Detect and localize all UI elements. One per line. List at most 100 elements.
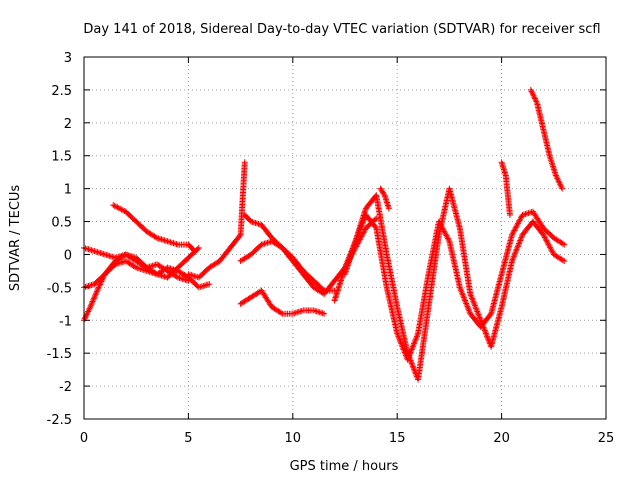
data-point xyxy=(516,239,523,246)
data-point xyxy=(516,240,522,247)
data-point xyxy=(470,298,477,305)
data-point xyxy=(394,330,401,337)
data-point xyxy=(195,244,202,251)
data-point xyxy=(413,333,420,340)
data-point xyxy=(173,273,180,280)
x-tick-label: 25 xyxy=(598,431,615,446)
data-point xyxy=(511,250,518,257)
data-point xyxy=(464,303,471,310)
data-point xyxy=(88,301,95,308)
data-point xyxy=(471,301,478,308)
data-point xyxy=(478,318,485,325)
y-tick-label: -1.5 xyxy=(47,347,72,362)
data-point xyxy=(472,304,479,311)
data-point xyxy=(81,315,88,322)
data-point xyxy=(110,202,117,209)
data-point xyxy=(554,175,561,182)
data-point xyxy=(513,223,520,230)
data-point xyxy=(94,287,101,294)
data-point xyxy=(458,288,465,295)
data-point xyxy=(92,291,99,298)
data-point xyxy=(385,205,392,212)
data-point xyxy=(414,331,421,338)
data-point xyxy=(487,311,494,318)
data-point xyxy=(408,346,415,353)
data-point xyxy=(555,178,562,185)
series-track-i xyxy=(331,208,568,363)
data-point xyxy=(457,285,464,292)
data-point xyxy=(458,287,464,294)
axis-ticks: 0 5 10 15 20 25 -2.5 -2 -1.5 -1 -0.5 0 0.5 1 1.5 2 2.5 3 xyxy=(47,51,615,446)
data-point xyxy=(398,342,405,349)
data-point xyxy=(152,234,159,241)
data-point xyxy=(406,356,413,363)
data-point xyxy=(477,317,484,324)
data-point xyxy=(483,331,490,338)
data-point xyxy=(411,340,418,347)
data-point xyxy=(462,297,469,304)
data-point xyxy=(411,366,418,373)
x-tick-label: 15 xyxy=(389,431,406,446)
data-point xyxy=(442,231,449,238)
data-point xyxy=(395,334,402,341)
data-point xyxy=(372,216,379,223)
data-point xyxy=(396,336,403,343)
data-point xyxy=(89,298,96,305)
data-point xyxy=(509,258,516,265)
data-point xyxy=(511,227,518,234)
data-point xyxy=(546,242,553,249)
data-point xyxy=(552,172,559,179)
data-point xyxy=(517,216,524,223)
data-point xyxy=(395,333,402,340)
data-point xyxy=(190,247,197,254)
data-point xyxy=(544,240,551,247)
data-point xyxy=(543,237,550,244)
data-point xyxy=(93,290,100,297)
data-point xyxy=(514,244,521,251)
data-point xyxy=(412,336,419,343)
data-point xyxy=(480,323,487,330)
data-point xyxy=(548,247,555,254)
y-tick-label: -1 xyxy=(59,314,72,329)
data-point xyxy=(461,296,468,303)
data-point xyxy=(95,284,102,291)
data-point xyxy=(532,97,539,104)
data-point xyxy=(467,292,474,299)
data-point xyxy=(470,299,477,306)
data-point xyxy=(533,98,540,105)
data-point xyxy=(469,295,476,302)
data-point xyxy=(561,258,568,265)
data-point xyxy=(444,234,451,241)
data-point xyxy=(515,219,522,226)
data-point xyxy=(553,173,560,180)
y-tick-label: 3 xyxy=(64,51,72,66)
data-point xyxy=(462,298,469,305)
data-point xyxy=(542,235,549,242)
data-point xyxy=(84,309,91,316)
data-point xyxy=(467,290,474,297)
plot-frame xyxy=(83,56,607,420)
data-point xyxy=(445,236,452,243)
data-point xyxy=(528,88,535,95)
data-point xyxy=(92,292,99,299)
data-point xyxy=(408,358,415,365)
series-track-j xyxy=(342,185,568,383)
data-point xyxy=(509,231,516,238)
data-point xyxy=(89,299,96,306)
x-tick-label: 0 xyxy=(80,431,88,446)
data-point xyxy=(554,176,561,183)
data-point xyxy=(86,305,93,312)
series-track-d xyxy=(110,202,198,255)
data-point xyxy=(399,343,406,350)
data-point xyxy=(471,302,478,309)
data-point xyxy=(91,294,98,301)
data-point xyxy=(559,257,566,264)
data-point xyxy=(477,315,484,322)
data-point xyxy=(410,342,417,349)
data-point xyxy=(236,232,243,239)
data-point xyxy=(463,300,470,307)
data-point xyxy=(82,314,89,321)
data-point xyxy=(459,291,466,298)
series-track-l xyxy=(498,159,513,218)
data-point xyxy=(514,243,521,250)
